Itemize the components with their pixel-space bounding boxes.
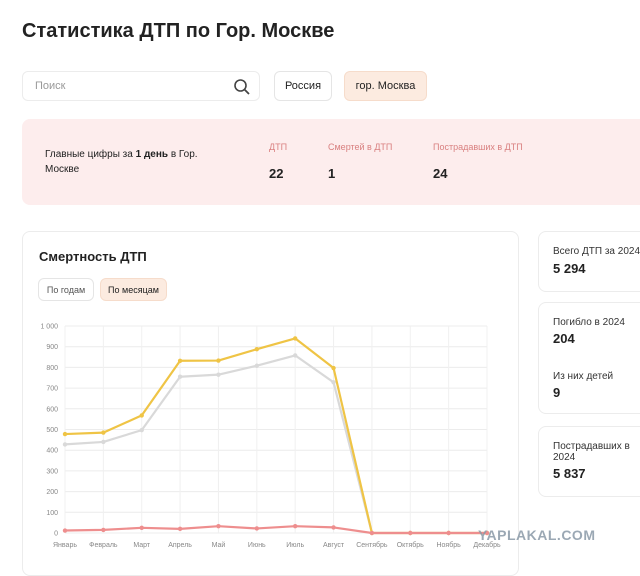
stat-value: 5 294: [553, 261, 586, 276]
point: [139, 525, 144, 531]
summary-lead: Главные цифры за 1 день в Гор. Москве: [45, 147, 215, 177]
point: [101, 439, 106, 445]
toggle-button[interactable]: По месяцам: [100, 278, 167, 301]
chart-card: Смертность ДТП По годам По месяцам: [22, 231, 519, 576]
point: [292, 523, 298, 529]
point: [62, 442, 68, 447]
stat-label: Из них детей: [553, 371, 614, 382]
point: [254, 346, 260, 352]
stat-card: Пострадавших в 2024 5 837: [538, 426, 640, 497]
series-line: [64, 354, 487, 535]
y-tick-label: 500: [46, 427, 58, 434]
metric-value: 1: [328, 166, 336, 181]
y-tick-label: 900: [46, 344, 58, 351]
point: [292, 353, 298, 358]
point: [177, 526, 183, 532]
point: [101, 430, 106, 435]
point: [331, 380, 336, 385]
y-tick-label: 100: [46, 510, 58, 517]
metric-label: Смертей в ДТП: [328, 142, 393, 152]
point: [216, 358, 221, 363]
point: [331, 525, 336, 530]
x-tick-label: Апрель: [168, 542, 192, 549]
search-placeholder: Поиск: [35, 80, 66, 92]
metric-value: 24: [433, 166, 448, 181]
point: [177, 374, 183, 379]
stat-label: Всего ДТП за 2024: [553, 246, 640, 257]
point: [254, 363, 260, 368]
filter-button[interactable]: гор. Москва: [344, 71, 427, 101]
metric-label: ДТП: [269, 142, 288, 152]
lead-text: в Гор. Москве: [45, 149, 198, 175]
search-box[interactable]: Поиск: [22, 71, 260, 101]
x-tick-label: Октябрь: [397, 541, 424, 549]
search-icon: [234, 79, 250, 95]
x-tick-label: Июнь: [248, 542, 266, 549]
y-tick-label: 300: [46, 468, 58, 475]
watermark: YAPLAKAL.COM: [478, 527, 596, 543]
x-tick-label: Сентябрь: [356, 541, 388, 549]
stat-card: Всего ДТП за 2024 5 294: [538, 231, 640, 292]
stat-card: Погибло в 2024 204 Из них детей 9: [538, 302, 640, 414]
y-tick-label: 600: [46, 406, 58, 413]
point: [139, 413, 144, 418]
point: [408, 530, 413, 536]
y-tick-label: 200: [46, 489, 58, 496]
point: [62, 528, 68, 533]
stat-value: 5 837: [553, 466, 586, 481]
x-tick-label: Декабрь: [473, 541, 501, 549]
point: [177, 358, 183, 363]
point: [446, 530, 451, 536]
point: [254, 526, 260, 531]
series-line: [64, 525, 487, 535]
x-tick-label: Март: [133, 542, 151, 549]
y-tick-label: 0: [54, 531, 58, 538]
y-tick-label: 400: [46, 448, 58, 455]
stat-value: 9: [553, 385, 561, 400]
y-tick-label: 700: [46, 386, 58, 393]
stat-value: 204: [553, 331, 575, 346]
chart-title: Смертность ДТП: [39, 249, 147, 264]
filter-button[interactable]: Россия: [274, 71, 332, 101]
toggle-button[interactable]: По годам: [38, 278, 94, 301]
point: [101, 527, 106, 533]
point: [139, 427, 144, 433]
summary-panel: Главные цифры за 1 день в Гор. Москве ДТ…: [22, 119, 640, 205]
point: [331, 365, 336, 371]
point: [216, 523, 221, 529]
point: [62, 431, 68, 437]
metric-label: Пострадавших в ДТП: [433, 142, 523, 152]
y-tick-label: 1 000: [40, 324, 58, 331]
point: [216, 372, 221, 377]
chart: 0 100 200 300 400 500 600 700 800 900 1 000 Январь Ф…: [40, 324, 501, 550]
x-tick-label: Январь: [53, 542, 77, 549]
x-tick-label: Май: [212, 541, 226, 549]
y-tick-label: 800: [46, 365, 58, 372]
x-tick-label: Июль: [286, 542, 304, 549]
x-tick-label: Февраль: [89, 542, 118, 549]
point: [292, 336, 298, 341]
page-title: Статистика ДТП по Гор. Москве: [22, 20, 335, 42]
stat-label: Пострадавших в 2024: [553, 441, 630, 463]
lead-text: Главные цифры за: [45, 149, 133, 160]
point: [369, 530, 375, 536]
stat-label: Погибло в 2024: [553, 317, 625, 328]
metric-value: 22: [269, 166, 284, 181]
x-tick-label: Август: [323, 542, 345, 549]
x-tick-label: Ноябрь: [436, 541, 461, 549]
lead-bold: 1 день: [135, 149, 169, 160]
point: [484, 530, 490, 536]
